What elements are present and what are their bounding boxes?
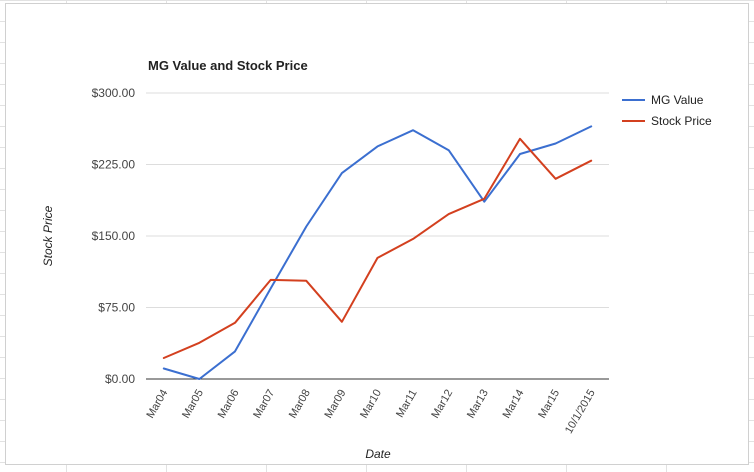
legend-label: MG Value	[651, 93, 704, 107]
x-tick-label: 10/1/2015	[563, 388, 598, 436]
y-tick-label: $225.00	[92, 158, 136, 172]
y-tick-label: $75.00	[98, 301, 135, 315]
x-tick-label: Mar04	[144, 388, 170, 421]
x-tick-label: Mar13	[465, 388, 491, 421]
x-tick-label: Mar12	[429, 388, 455, 421]
series-lines	[162, 125, 593, 380]
series-line-stock-price[interactable]	[162, 137, 593, 359]
gridlines	[146, 92, 609, 308]
x-tick-label: Mar09	[322, 388, 348, 421]
y-axis-tick-labels: $0.00 $75.00 $150.00 $225.00 $300.00	[92, 86, 136, 386]
x-tick-label: Mar11	[394, 388, 420, 420]
x-tick-label: Mar15	[536, 388, 562, 421]
y-tick-label: $0.00	[105, 372, 135, 386]
chart-title: MG Value and Stock Price	[148, 58, 308, 73]
x-axis-tick-labels: Mar04 Mar05 Mar06 Mar07 Mar08 Mar09 Mar10 Mar11…	[144, 388, 597, 436]
legend[interactable]: MG Value Stock Price	[622, 93, 712, 128]
x-tick-label: Mar05	[180, 388, 206, 421]
y-tick-label: $150.00	[92, 229, 136, 243]
y-axis-title: Stock Price	[41, 205, 55, 266]
x-tick-label: Mar10	[358, 388, 384, 421]
x-axis-title: Date	[365, 447, 391, 461]
y-tick-label: $300.00	[92, 86, 136, 100]
x-tick-label: Mar14	[501, 388, 527, 421]
series-line-mg-value[interactable]	[162, 125, 593, 380]
legend-item[interactable]: Stock Price	[622, 114, 712, 128]
x-tick-label: Mar07	[251, 388, 277, 421]
legend-label: Stock Price	[651, 114, 712, 128]
legend-item[interactable]: MG Value	[622, 93, 704, 107]
x-tick-label: Mar06	[216, 388, 242, 421]
chart-card[interactable]	[5, 3, 749, 465]
x-tick-label: Mar08	[287, 388, 313, 421]
